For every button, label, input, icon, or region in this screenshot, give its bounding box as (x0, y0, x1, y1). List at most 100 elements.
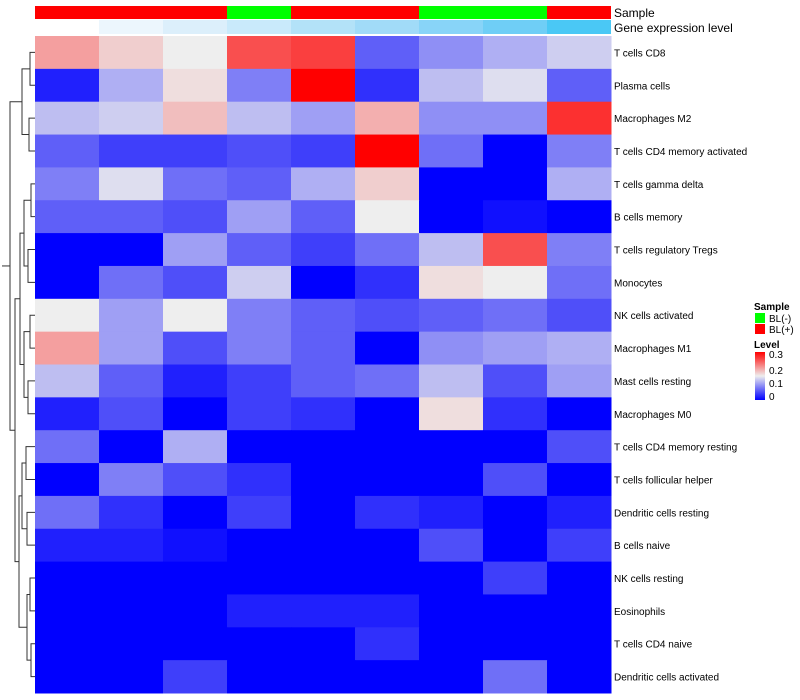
heatmap-cell (291, 430, 356, 464)
heatmap-cell (419, 528, 484, 563)
dendrogram-branch (30, 183, 35, 218)
row-label: Dendritic cells resting (614, 508, 709, 519)
dendrogram-branch (26, 511, 35, 546)
heatmap-cell (355, 36, 420, 70)
heatmap-cell (35, 101, 100, 136)
row-label: Macrophages M0 (614, 410, 692, 421)
dendrogram-branch (18, 495, 27, 628)
heatmap-cell (483, 397, 548, 431)
heatmap-cell (547, 660, 612, 694)
heatmap-cell (355, 200, 420, 234)
heatmap-cell (35, 364, 100, 398)
heatmap-cell (483, 627, 548, 661)
heatmap-cell (419, 331, 484, 365)
heatmap-cell (547, 167, 612, 201)
heatmap-cell (483, 200, 548, 234)
heatmap-cell (163, 594, 228, 628)
heatmap-cell (163, 167, 228, 201)
heatmap-cell (99, 627, 164, 661)
row-label: T cells CD4 naive (614, 640, 693, 651)
heatmap-cell (547, 463, 612, 497)
heatmap-cell (419, 561, 484, 595)
legend-tick: 0 (769, 392, 775, 403)
heatmap-cell (419, 298, 484, 333)
heatmap-cell (227, 200, 292, 234)
heatmap-cell (483, 298, 548, 333)
heatmap-cell (227, 233, 292, 267)
heatmap-cell (547, 101, 612, 136)
heatmap-cell (291, 364, 356, 398)
heatmap-cell (355, 397, 420, 431)
row-label: Eosinophils (614, 607, 665, 618)
heatmap-cell (291, 463, 356, 497)
row-label: Macrophages M1 (614, 344, 692, 355)
heatmap-cell (99, 200, 164, 234)
heatmap-cell (547, 594, 612, 628)
row-label: T cells CD8 (614, 48, 666, 59)
row-label: B cells memory (614, 213, 682, 224)
dendrogram-branch (29, 51, 35, 86)
sample-annotation-cell (99, 6, 163, 19)
heatmap-cell (547, 200, 612, 234)
heatmap-cell (483, 134, 548, 168)
row-label: Dendritic cells activated (614, 673, 719, 684)
row-label: T cells regulatory Tregs (614, 246, 718, 257)
sample-annotation-cell (355, 6, 419, 19)
heatmap-cell (227, 495, 292, 530)
gene-expression-annotation-cell (547, 20, 611, 34)
legend-label-bl-pos: BL(+) (769, 325, 794, 336)
dendrogram-branch (28, 117, 35, 152)
heatmap-cell (163, 36, 228, 70)
gene-expression-annotation-cell (163, 20, 227, 34)
heatmap-cell (483, 331, 548, 365)
heatmap-cell (99, 298, 164, 333)
heatmap-cell (291, 397, 356, 431)
heatmap-cell (35, 36, 100, 70)
heatmap-cell (355, 364, 420, 398)
column-annotations (35, 6, 611, 34)
heatmap-cell (483, 660, 548, 694)
heatmap-cell (547, 397, 612, 431)
heatmap-cell (483, 495, 548, 530)
heatmap-cell (163, 660, 228, 694)
heatmap-cell (99, 101, 164, 136)
heatmap-cell (419, 167, 484, 201)
legend: Sample BL(-) BL(+) Level 0.3 0.2 0.1 0 (754, 302, 794, 403)
heatmap-cell (163, 495, 228, 530)
heatmap-cell (291, 265, 356, 300)
heatmap-cell (99, 561, 164, 595)
heatmap-cell (419, 233, 484, 267)
dendrogram-branch (27, 380, 35, 415)
sample-annotation-cell (35, 6, 99, 19)
heatmap-cell (227, 528, 292, 563)
heatmap-cell (547, 298, 612, 333)
heatmap-cell (163, 430, 228, 464)
heatmap-cell (99, 134, 164, 168)
row-labels: T cells CD8 Plasma cells Macrophages M2 T c… (614, 48, 747, 683)
heatmap-cell (547, 561, 612, 595)
heatmap-cell (355, 265, 420, 300)
heatmap-cell (419, 68, 484, 103)
legend-tick: 0.2 (769, 366, 783, 377)
heatmap-cell (355, 430, 420, 464)
heatmap-cell (355, 561, 420, 595)
row-label: Macrophages M2 (614, 114, 692, 125)
heatmap-cell (99, 233, 164, 267)
heatmap-cell (163, 331, 228, 365)
heatmap-cell (227, 561, 292, 595)
heatmap-cell (99, 397, 164, 431)
heatmap-cell (227, 167, 292, 201)
heatmap-cell (483, 430, 548, 464)
heatmap-cell (355, 68, 420, 103)
heatmap-cell (483, 101, 548, 136)
heatmap-cell (419, 200, 484, 234)
heatmap-cell (35, 298, 100, 333)
heatmap-cell (99, 68, 164, 103)
heatmap-cell (35, 200, 100, 234)
heatmap-cell (35, 528, 100, 563)
legend-tick: 0.3 (769, 350, 783, 361)
sample-annotation-cell (291, 6, 355, 19)
heatmap-cell (35, 134, 100, 168)
heatmap-cell (419, 463, 484, 497)
